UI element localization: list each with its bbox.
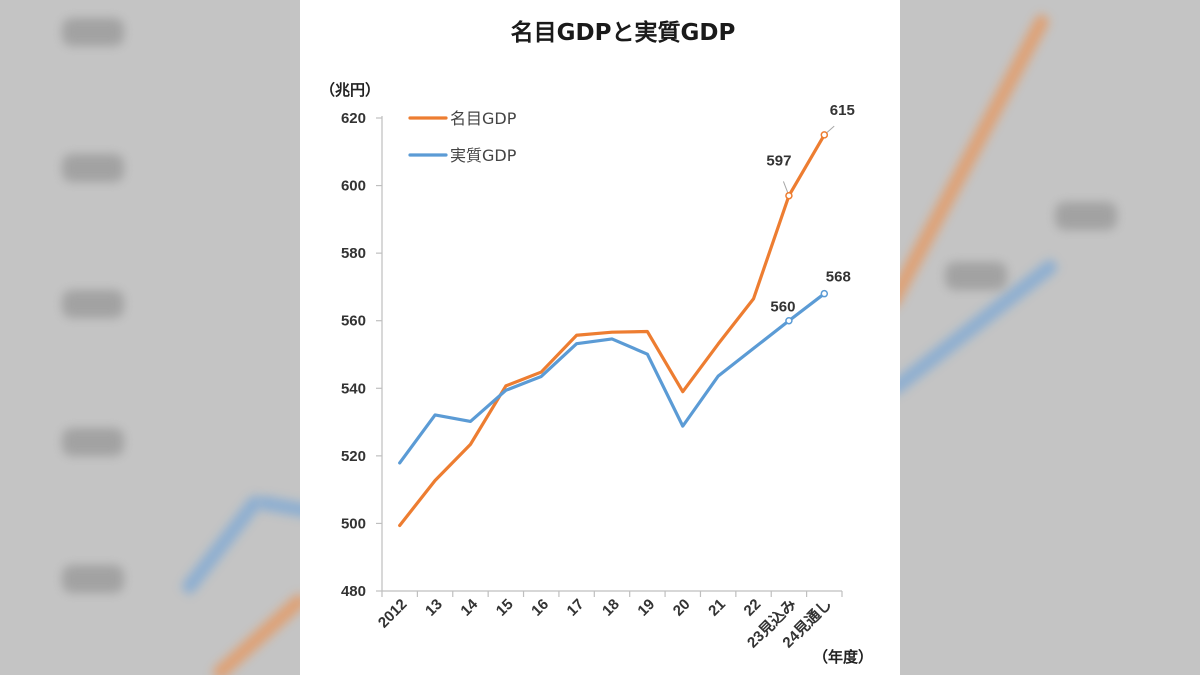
x-tick-label: 21 <box>705 596 729 620</box>
blurred-background-right <box>900 0 1200 675</box>
legend: 名目GDP 実質GDP <box>408 109 517 165</box>
blurred-series-line <box>210 591 300 675</box>
x-tick-label: 18 <box>599 596 623 620</box>
data-label: 615 <box>830 102 855 119</box>
data-point-marker <box>820 131 829 139</box>
blurred-data-label <box>945 262 1007 290</box>
series-line <box>398 133 826 528</box>
chart-title: 名目GDPと実質GDP <box>511 19 736 46</box>
series-group: 597 615 560 568 <box>398 102 855 528</box>
y-tick-label: 560 <box>341 313 366 330</box>
y-tick-label: 500 <box>341 515 366 532</box>
x-axis-unit-label: （年度） <box>813 648 873 666</box>
blurred-series-line <box>179 493 265 597</box>
blurred-tick-label <box>62 565 124 593</box>
x-tick-label: 13 <box>422 596 446 620</box>
chart-panel: 名目GDPと実質GDP （兆円） （年度） 480 500 520 540 560 580… <box>300 0 900 675</box>
blurred-tick-label <box>62 290 124 318</box>
data-label: 560 <box>770 299 795 316</box>
x-tick-label: 16 <box>528 596 552 620</box>
blurred-tick-label <box>62 154 124 182</box>
gdp-line-chart: 名目GDPと実質GDP （兆円） （年度） 480 500 520 540 560 580… <box>320 19 873 666</box>
y-tick-label: 520 <box>341 448 366 465</box>
data-point-marker <box>785 191 793 200</box>
y-tick-label: 600 <box>341 178 366 195</box>
x-tick-label: 17 <box>564 596 588 620</box>
x-tick-label: 2012 <box>375 596 411 632</box>
series-line <box>398 292 826 465</box>
blurred-background-left <box>0 0 300 675</box>
x-tick-label: 15 <box>493 596 517 620</box>
y-tick-label: 480 <box>341 583 366 600</box>
data-point-marker <box>785 316 793 325</box>
data-point-marker <box>820 289 829 298</box>
blurred-data-label <box>1055 202 1117 230</box>
y-tick-label: 540 <box>341 380 366 397</box>
blurred-tick-label <box>62 18 124 46</box>
y-ticks: 480 500 520 540 560 580 600 620 <box>341 110 382 600</box>
y-axis-unit-label: （兆円） <box>320 81 380 99</box>
x-tick-label: 19 <box>634 596 658 620</box>
legend-label: 実質GDP <box>450 146 517 165</box>
y-tick-label: 580 <box>341 245 366 262</box>
data-label: 568 <box>826 269 851 286</box>
blurred-series-line <box>256 495 300 520</box>
x-tick-label: 20 <box>670 596 694 620</box>
legend-label: 名目GDP <box>450 109 517 128</box>
x-tick-label: 14 <box>457 595 481 619</box>
data-label: 597 <box>766 153 791 170</box>
x-tick-label: 22 <box>741 596 765 620</box>
blurred-tick-label <box>62 428 124 456</box>
y-tick-label: 620 <box>341 110 366 127</box>
